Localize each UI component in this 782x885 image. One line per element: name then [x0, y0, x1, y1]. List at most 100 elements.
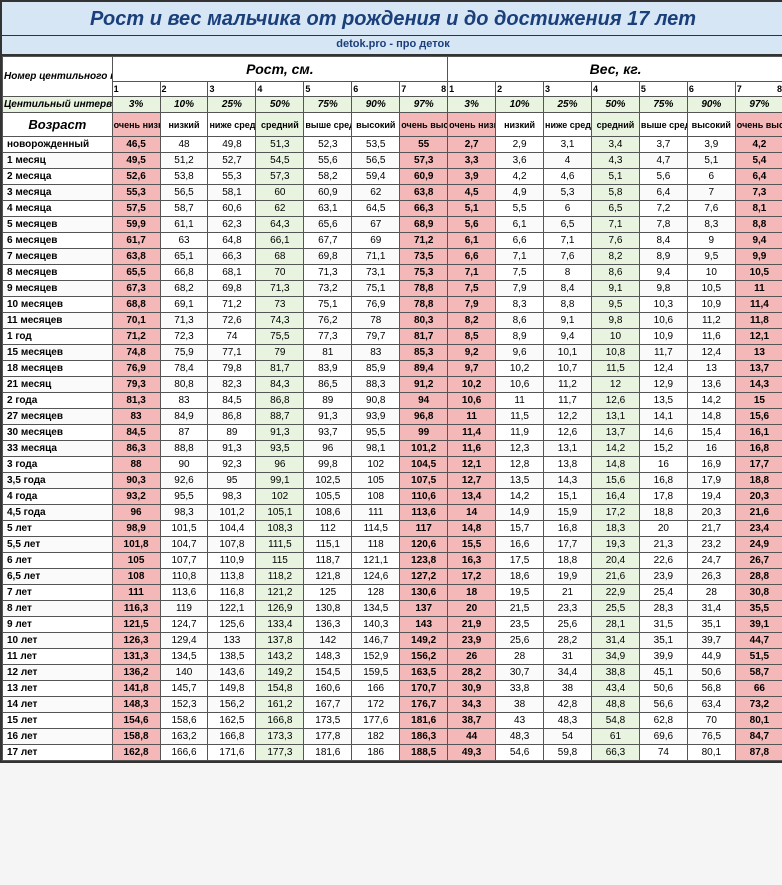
age-cell: 9 лет [3, 617, 113, 633]
weight-cell: 63,4 [687, 697, 735, 713]
weight-cell: 16,8 [639, 473, 687, 489]
weight-cell: 11,6 [687, 329, 735, 345]
height-cell: 63,8 [112, 249, 160, 265]
weight-cell: 11,5 [496, 409, 544, 425]
height-cell: 58,7 [160, 201, 208, 217]
height-cell: 102 [256, 489, 304, 505]
weight-cell: 3,6 [496, 153, 544, 169]
table-row: 9 месяцев67,368,269,871,373,275,178,87,5… [3, 281, 782, 297]
table-row: 21 месяц79,380,882,384,386,588,391,210,2… [3, 377, 782, 393]
table-row: 1 год71,272,37475,577,379,781,78,58,99,4… [3, 329, 782, 345]
score-cell: 4 [591, 82, 639, 97]
weight-cell: 12,7 [448, 473, 496, 489]
weight-cell: 16,8 [735, 441, 782, 457]
table-row: 15 месяцев74,875,977,179818385,39,29,610… [3, 345, 782, 361]
height-cell: 57,5 [112, 201, 160, 217]
height-cell: 156,2 [208, 697, 256, 713]
weight-cell: 45,1 [639, 665, 687, 681]
weight-cell: 39,9 [639, 649, 687, 665]
table-row: 4 года93,295,598,3102105,5108110,613,414… [3, 489, 782, 505]
height-cell: 83 [352, 345, 400, 361]
height-cell: 124,6 [352, 569, 400, 585]
weight-cell: 7,1 [448, 265, 496, 281]
height-cell: 91,3 [208, 441, 256, 457]
weight-cell: 10,9 [639, 329, 687, 345]
height-cell: 86,8 [208, 409, 256, 425]
weight-cell: 5,1 [687, 153, 735, 169]
height-cell: 120,6 [400, 537, 448, 553]
age-cell: 9 месяцев [3, 281, 113, 297]
weight-cell: 10,5 [687, 281, 735, 297]
height-cell: 70 [256, 265, 304, 281]
weight-cell: 9,4 [735, 233, 782, 249]
weight-cell: 34,9 [591, 649, 639, 665]
weight-cell: 6 [544, 201, 592, 217]
age-cell: 15 лет [3, 713, 113, 729]
height-cell: 131,3 [112, 649, 160, 665]
height-cell: 79,7 [352, 329, 400, 345]
weight-cell: 34,4 [544, 665, 592, 681]
height-cell: 69,1 [160, 297, 208, 313]
height-cell: 49,8 [208, 137, 256, 153]
height-cell: 69 [352, 233, 400, 249]
weight-cell: 5,4 [735, 153, 782, 169]
height-cell: 57,3 [400, 153, 448, 169]
weight-cell: 39,1 [735, 617, 782, 633]
height-cell: 149,2 [400, 633, 448, 649]
height-cell: 76,9 [112, 361, 160, 377]
height-cell: 101,2 [208, 505, 256, 521]
table-row: 5,5 лет101,8104,7107,8111,5115,1118120,6… [3, 537, 782, 553]
weight-cell: 80,1 [735, 713, 782, 729]
weight-cell: 31 [544, 649, 592, 665]
height-cell: 145,7 [160, 681, 208, 697]
age-cell: 3 месяца [3, 185, 113, 201]
table-row: 6,5 лет108110,8113,8118,2121,8124,6127,2… [3, 569, 782, 585]
weight-cell: 61 [591, 729, 639, 745]
height-cell: 73,2 [304, 281, 352, 297]
height-cell: 166,6 [160, 745, 208, 761]
height-cell: 67,7 [304, 233, 352, 249]
weight-cell: 6,1 [496, 217, 544, 233]
category-cell: низкий [496, 113, 544, 137]
weight-cell: 6,1 [448, 233, 496, 249]
weight-cell: 6 [687, 169, 735, 185]
weight-cell: 8,2 [448, 313, 496, 329]
height-cell: 78,8 [400, 297, 448, 313]
weight-cell: 73,2 [735, 697, 782, 713]
height-cell: 162,5 [208, 713, 256, 729]
weight-cell: 15,2 [639, 441, 687, 457]
height-cell: 60,9 [400, 169, 448, 185]
percentile-cell: 75% [304, 97, 352, 113]
age-cell: 8 лет [3, 601, 113, 617]
height-cell: 140,3 [352, 617, 400, 633]
score-cell: 6 [687, 82, 735, 97]
weight-cell: 3,4 [591, 137, 639, 153]
weight-cell: 16 [639, 457, 687, 473]
weight-cell: 8,4 [639, 233, 687, 249]
height-cell: 105,1 [256, 505, 304, 521]
weight-cell: 9,4 [639, 265, 687, 281]
age-cell: 7 лет [3, 585, 113, 601]
height-cell: 85,3 [400, 345, 448, 361]
weight-cell: 23,9 [639, 569, 687, 585]
weight-cell: 8,4 [544, 281, 592, 297]
height-cell: 55,3 [112, 185, 160, 201]
height-cell: 71,1 [352, 249, 400, 265]
height-cell: 71,3 [160, 313, 208, 329]
height-cell: 52,3 [304, 137, 352, 153]
height-cell: 154,5 [304, 665, 352, 681]
weight-cell: 13,5 [496, 473, 544, 489]
weight-cell: 28,2 [544, 633, 592, 649]
age-cell: 21 месяц [3, 377, 113, 393]
height-cell: 81,7 [400, 329, 448, 345]
height-cell: 68,9 [400, 217, 448, 233]
age-cell: 17 лет [3, 745, 113, 761]
weight-cell: 35,1 [639, 633, 687, 649]
height-cell: 113,8 [208, 569, 256, 585]
height-cell: 89 [208, 425, 256, 441]
weight-cell: 7,3 [735, 185, 782, 201]
age-cell: 16 лет [3, 729, 113, 745]
height-cell: 68,1 [208, 265, 256, 281]
table-row: 16 лет158,8163,2166,8173,3177,8182186,34… [3, 729, 782, 745]
height-cell: 108 [352, 489, 400, 505]
